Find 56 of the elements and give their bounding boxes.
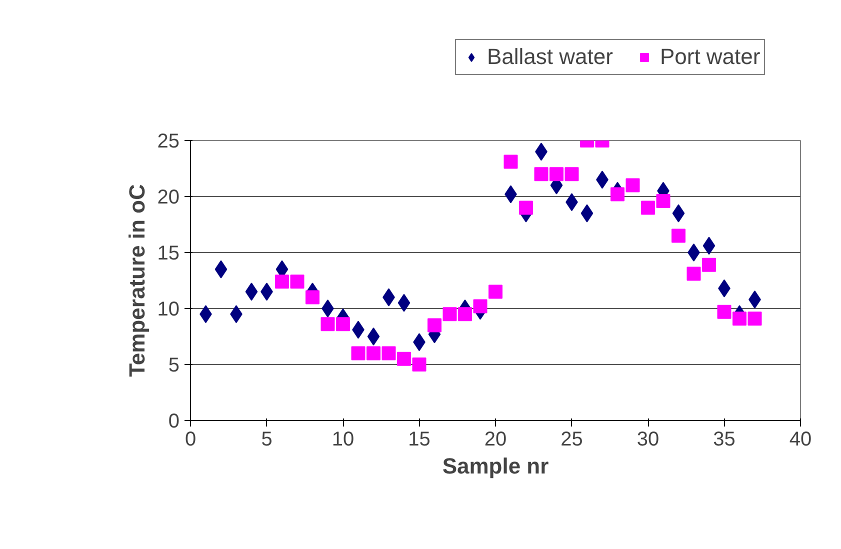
x-axis-title: Sample nr	[442, 454, 550, 478]
point	[550, 167, 564, 182]
legend-label: Port water	[660, 44, 760, 70]
point	[717, 304, 732, 319]
point	[412, 358, 426, 372]
point	[610, 187, 624, 202]
point	[672, 204, 685, 222]
point	[519, 200, 533, 215]
x-tick-label: 20	[484, 428, 507, 450]
point	[245, 282, 258, 301]
point	[214, 260, 228, 278]
point	[732, 312, 746, 326]
point	[686, 266, 701, 281]
y-tick-label: 10	[157, 298, 180, 320]
point	[702, 236, 716, 255]
x-tick-label: 15	[408, 428, 430, 450]
point	[748, 312, 762, 326]
x-tick-label: 30	[636, 428, 660, 450]
point	[473, 299, 488, 314]
y-axis-title: Temperature in oC	[124, 184, 150, 377]
point	[534, 167, 548, 182]
x-tick-label: 25	[560, 428, 583, 450]
point	[428, 318, 442, 332]
point	[580, 204, 594, 222]
point	[366, 346, 380, 360]
point	[351, 346, 366, 360]
point	[702, 258, 716, 272]
point	[336, 317, 350, 332]
point	[275, 274, 289, 289]
point	[458, 307, 472, 322]
point	[397, 352, 411, 366]
point	[641, 200, 655, 215]
point	[672, 228, 686, 243]
point	[367, 328, 380, 346]
x-tick-label: 0	[184, 428, 196, 450]
x-tick-label: 10	[332, 428, 354, 450]
point	[488, 284, 502, 299]
x-tick-label: 5	[261, 428, 272, 450]
point	[626, 178, 640, 192]
point	[382, 346, 396, 360]
y-tick-label: 20	[157, 186, 180, 208]
y-tick-label: 25	[157, 130, 180, 152]
x-tick-label: 40	[789, 428, 812, 450]
y-tick-label: 5	[168, 354, 180, 376]
point	[504, 154, 518, 169]
point	[564, 167, 579, 182]
point	[306, 290, 320, 304]
legend-label: Ballast water	[487, 44, 613, 70]
point	[442, 307, 457, 322]
y-tick-label: 0	[168, 410, 180, 432]
x-tick-label: 35	[713, 428, 736, 450]
point	[290, 274, 304, 289]
point	[656, 194, 670, 208]
point	[398, 294, 410, 312]
y-tick-label: 15	[157, 242, 180, 264]
point	[320, 317, 335, 332]
